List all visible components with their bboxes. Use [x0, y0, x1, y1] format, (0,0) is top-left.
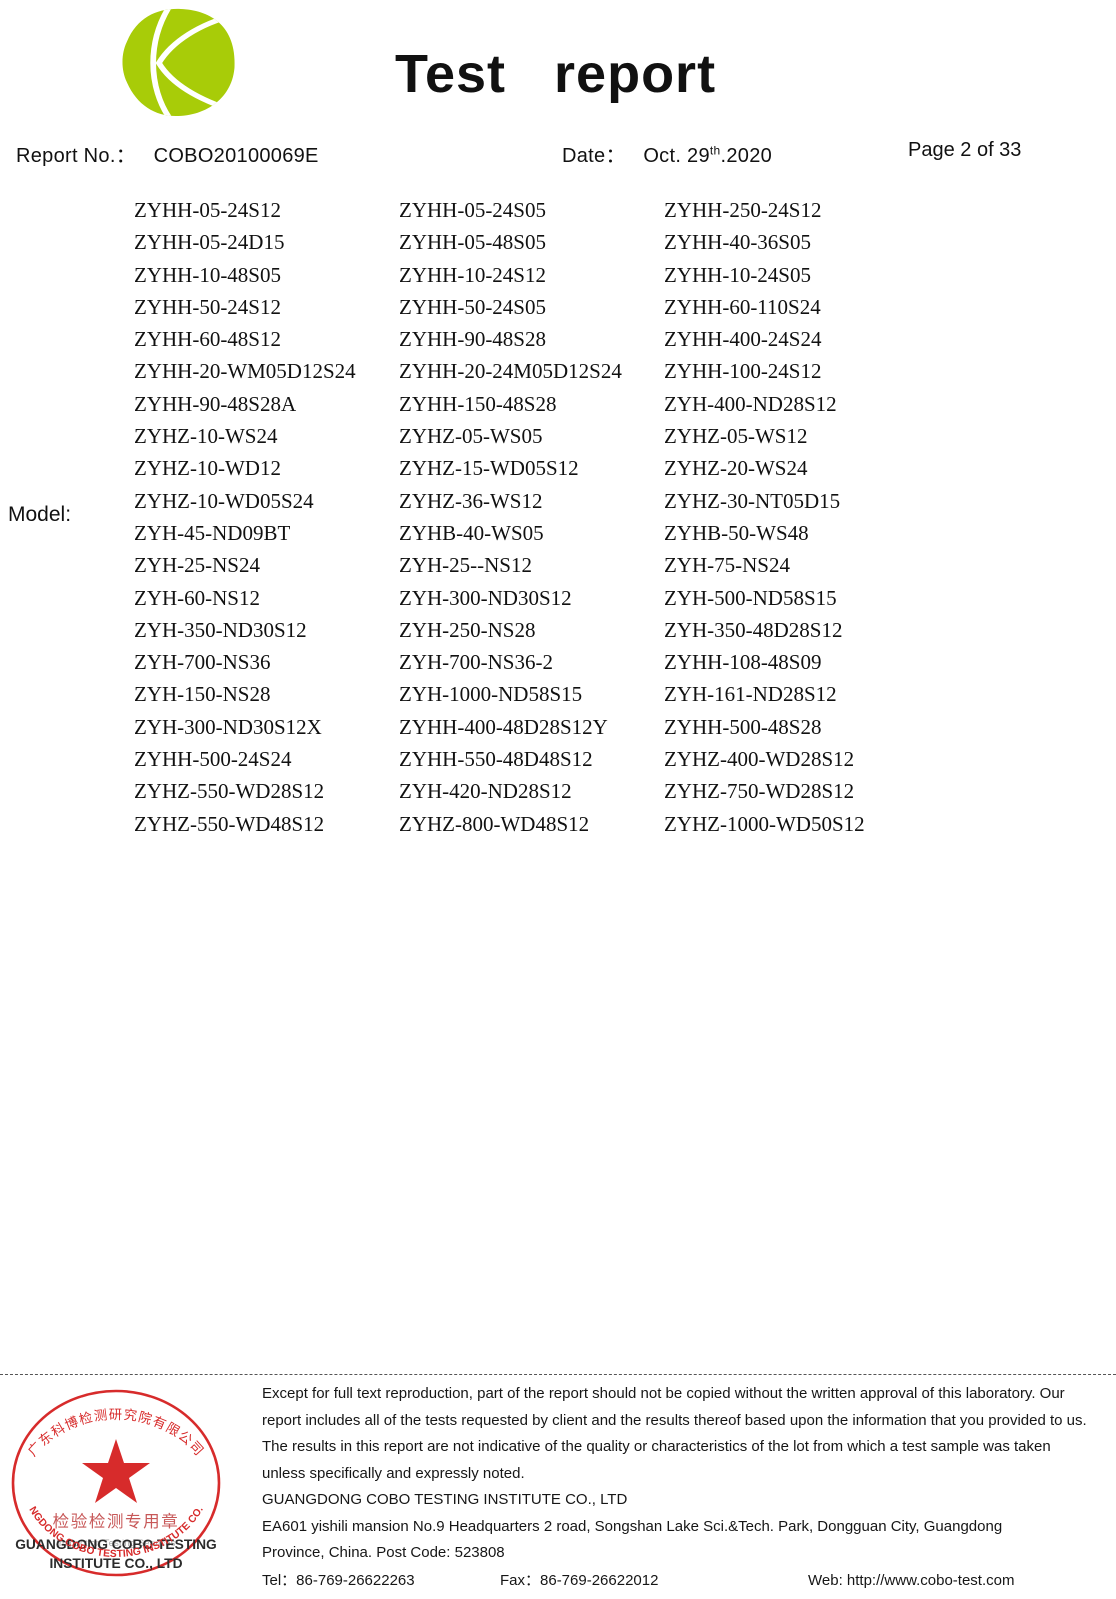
svg-text:检验检测专用章: 检验检测专用章: [53, 1512, 180, 1531]
